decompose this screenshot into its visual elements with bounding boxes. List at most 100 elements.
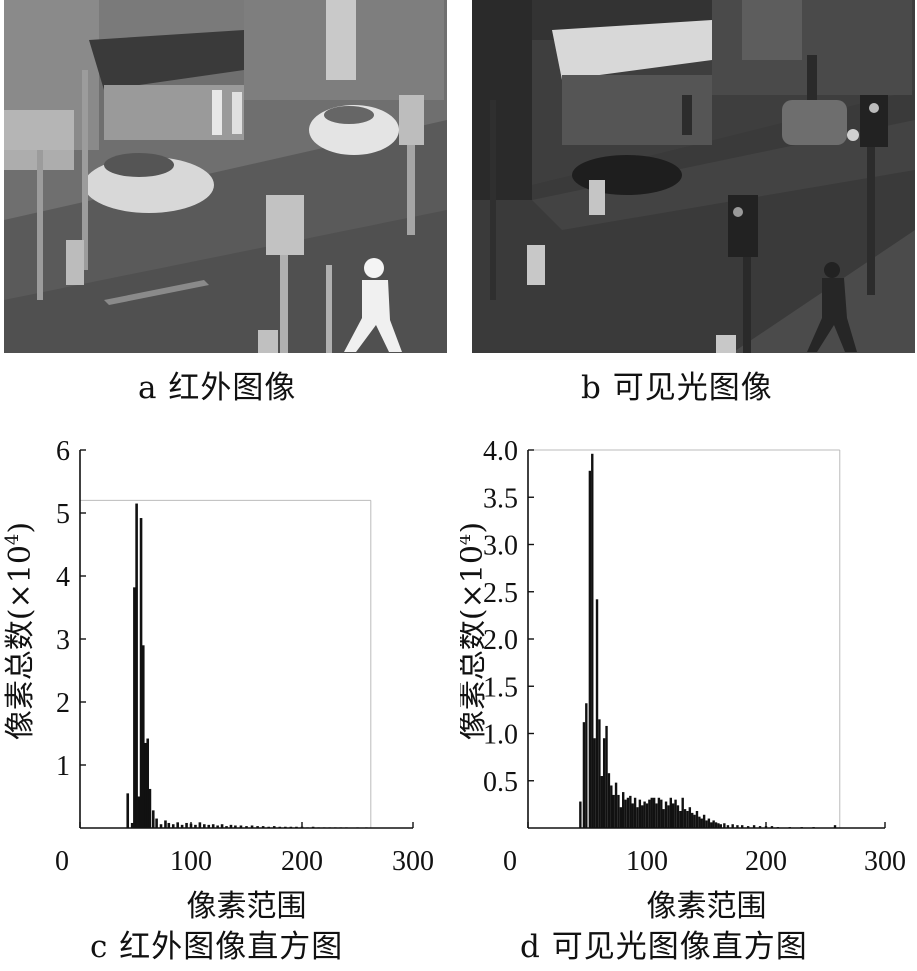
histogram-bar [588,470,592,828]
infrared-image [4,0,447,353]
x-tick-label: 100 [626,846,668,877]
histogram-bar [617,794,620,828]
histogram-bar [712,820,715,828]
histogram-bar [746,826,750,828]
histogram-bar [167,822,171,828]
histogram-bar [600,776,603,828]
histogram-bar [664,801,668,828]
histogram-bar [585,703,588,828]
histogram-bar [624,799,627,828]
histogram-bar [605,725,608,828]
histogram-bar [593,738,596,828]
y-tick-label: 3.0 [483,531,518,562]
histogram-bar [752,825,756,828]
histogram-bar [234,825,237,828]
histogram-bar [695,810,699,828]
histogram-bar [610,785,613,828]
histogram-bar [207,824,211,828]
histogram-bar [710,822,713,828]
histogram-bar [144,742,147,828]
histogram-bar [686,810,689,828]
histogram-bar [250,825,254,828]
histogram-bar [700,818,703,828]
x-tick-label: 0 [55,846,69,877]
histogram-bar [741,825,744,828]
histogram-bar [130,822,134,828]
y-tick-label: 4 [56,562,70,593]
histogram-bar [717,823,720,828]
histogram-bar [688,807,692,828]
histogram-bar [648,799,651,828]
histogram-bar [582,722,586,828]
visible-histogram: 0.5 1.0 1.5 2.0 2.5 3.0 3.5 4.0 0 100 200 300 像素范围 像素… [460,418,917,928]
y-tick-label: 2 [56,688,70,719]
y-tick-label: 1.0 [483,720,518,751]
histogram-bar [612,794,615,828]
histogram-bar [736,825,739,828]
histogram-bar [194,824,197,828]
x-axis-label: 像素范围 [187,889,307,924]
y-axis-label: 像素总数(×104) [2,522,38,740]
histogram-bar [705,820,708,828]
histogram-bar [676,805,680,828]
x-tick-label: 100 [170,846,212,877]
x-tick-label: 300 [392,846,434,877]
histogram-bar [650,797,653,828]
histogram-bar [707,818,711,828]
y-tick-label: 6 [56,436,70,467]
histogram-bar [272,826,276,828]
histogram-bar [641,805,644,828]
histogram-bar [141,645,145,828]
histogram-bar [185,822,188,828]
x-tick-label: 200 [281,846,323,877]
histogram-bar [607,773,611,828]
histogram-bar [626,797,630,828]
x-tick-label: 0 [503,846,517,877]
histogram-bar [629,795,632,828]
histogram-bar [619,807,623,828]
histogram-bar [833,825,837,828]
histogram-bar [256,826,259,828]
y-axis-label-exponent: 4 [460,534,475,545]
histogram-bar [645,803,649,828]
y-tick-label: 3 [56,625,70,656]
histogram-bar [598,719,601,828]
y-axis-label-main: 像素总数(×10 [460,545,490,740]
histogram-bar [731,824,734,828]
histogram-bar [631,803,634,828]
x-tick-label: 300 [864,846,906,877]
histogram-bar [602,738,606,828]
histogram-bar [239,825,243,828]
histogram-bar [671,803,675,828]
histogram-bar [719,824,722,828]
histogram-bar [159,824,163,828]
histogram-bar [198,822,202,828]
histogram-bar [148,788,152,828]
histogram-bar [225,826,228,828]
histogram-bar [180,824,184,828]
histogram-bar [245,826,248,828]
histogram-bar [679,810,682,828]
visible-image [472,0,915,353]
histogram-bar [636,807,639,828]
y-tick-label: 2.0 [483,625,518,656]
histogram-bar [595,599,599,828]
y-axis-label-close: ) [3,522,38,534]
histogram-bar [723,823,726,828]
histogram-bar [681,797,684,828]
histogram-bar [614,782,618,828]
histogram-bar [133,587,136,828]
y-tick-label: 2.5 [483,578,518,609]
histogram-bar [216,825,219,828]
histogram-bar [638,799,642,828]
histogram-bar [702,814,706,828]
y-axis-label-main: 像素总数(×10 [3,545,38,740]
y-tick-label: 3.5 [483,483,518,514]
histogram-bar [652,797,656,828]
histogram-bar [643,801,646,828]
histogram-bar [176,822,179,828]
visible-image-picture [472,0,915,353]
histogram-bar [229,824,233,828]
histogram-bar [633,797,637,828]
histogram-bar [126,793,130,828]
